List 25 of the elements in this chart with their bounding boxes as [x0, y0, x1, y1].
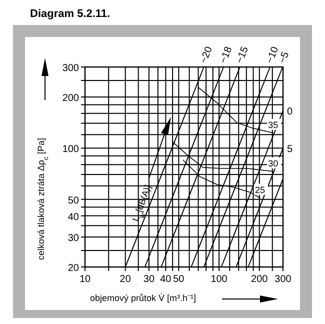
series-label: 5: [287, 144, 293, 156]
x-axis-title: objemový průtok V̇ [m³.h⁻¹]: [90, 292, 196, 303]
x-tick-label: 100: [210, 274, 228, 285]
series-label: 35: [268, 120, 278, 130]
text: −20: [198, 44, 216, 66]
text: −15: [234, 44, 252, 66]
x-tick-label: 20: [120, 274, 132, 285]
y-tick-label: 40: [68, 212, 80, 223]
y-tick-label: 300: [62, 63, 80, 74]
x-tick-label: 200: [251, 274, 268, 285]
chart-title: Diagram 5.2.11.: [30, 8, 110, 20]
x-tick-label: 10: [79, 274, 91, 285]
y-tick-label: 30: [68, 233, 80, 244]
text: −18: [218, 44, 235, 66]
x-tick-label: 50: [173, 274, 185, 285]
y-tick-label: 50: [68, 195, 80, 206]
x-tick-label: 300: [274, 274, 292, 285]
y-tick-label: 100: [62, 144, 80, 156]
y-tick-label: 20: [68, 263, 80, 274]
x-tick-label: 40: [160, 274, 172, 285]
series-label: 25: [254, 184, 265, 195]
series-label: 0: [287, 106, 293, 118]
y-tick-label: 200: [62, 92, 80, 104]
x-tick-label: 30: [143, 274, 155, 285]
series-label: 30: [268, 158, 278, 168]
